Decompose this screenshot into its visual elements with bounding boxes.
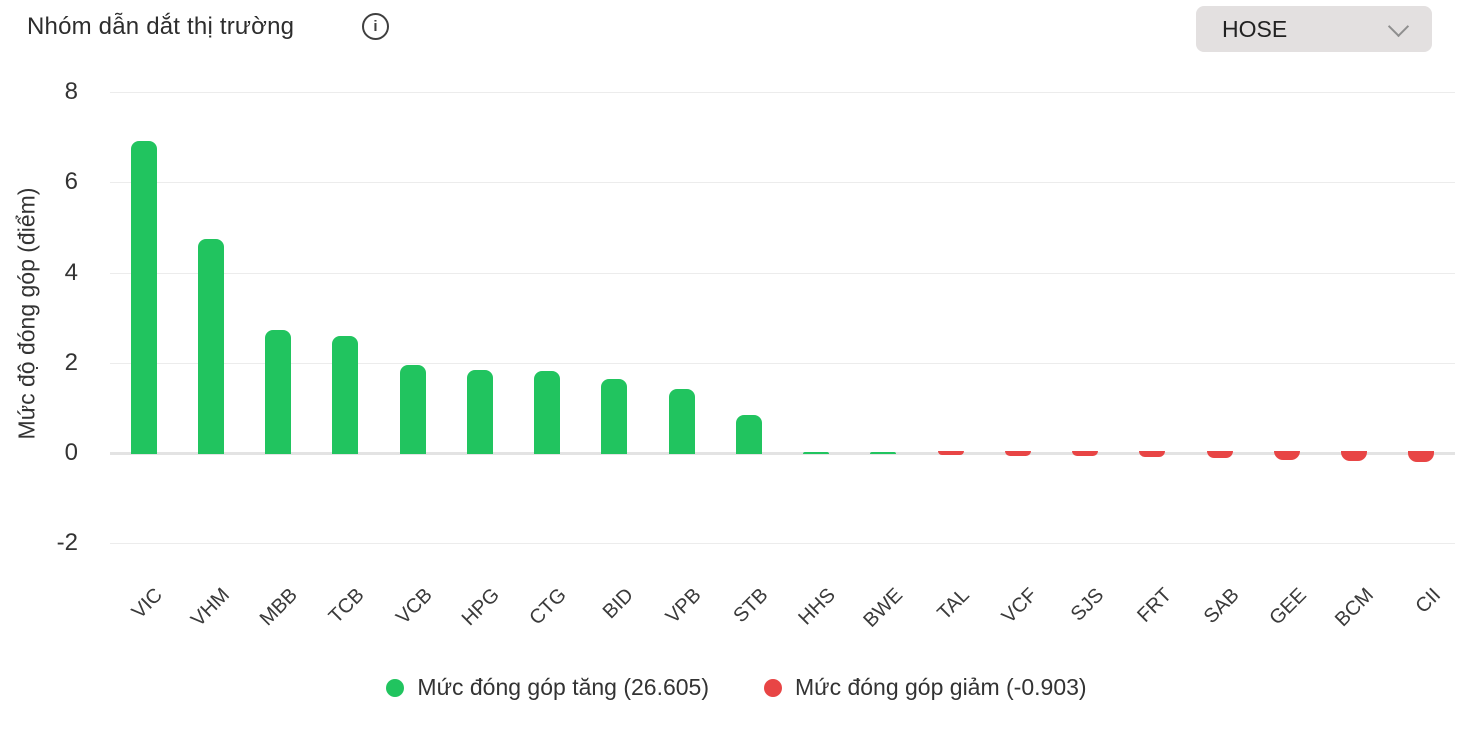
info-icon[interactable]: i bbox=[362, 13, 389, 40]
x-tick-label-TAL: TAL bbox=[933, 584, 975, 625]
y-axis-title: Mức độ đóng góp (điểm) bbox=[13, 187, 40, 440]
x-tick-label-BWE: BWE bbox=[859, 584, 907, 632]
x-tick-label-HHS: HHS bbox=[794, 584, 840, 630]
gridline bbox=[110, 362, 1455, 364]
gridline bbox=[110, 182, 1455, 184]
x-tick-label-VHM: VHM bbox=[187, 584, 235, 631]
x-tick-label-SAB: SAB bbox=[1199, 584, 1244, 628]
x-tick-label-MBB: MBB bbox=[255, 584, 302, 631]
bar-BWE[interactable] bbox=[870, 452, 897, 454]
bar-VPB[interactable] bbox=[668, 388, 695, 454]
legend-item-positive[interactable]: Mức đóng góp tăng (26.605) bbox=[386, 674, 709, 701]
legend-item-negative[interactable]: Mức đóng góp giảm (-0.903) bbox=[764, 674, 1087, 701]
bar-STB[interactable] bbox=[735, 415, 762, 454]
x-tick-label-BID: BID bbox=[598, 584, 638, 624]
bar-CTG[interactable] bbox=[534, 370, 561, 454]
exchange-dropdown[interactable]: HOSE bbox=[1196, 6, 1432, 52]
legend-label-positive: Mức đóng góp tăng (26.605) bbox=[417, 674, 710, 700]
gridline bbox=[110, 92, 1455, 94]
zero-gridline bbox=[110, 451, 1455, 455]
bar-HPG[interactable] bbox=[466, 369, 493, 454]
y-tick-label: -2 bbox=[56, 529, 78, 557]
bar-HHS[interactable] bbox=[803, 452, 830, 454]
x-tick-label-TCB: TCB bbox=[325, 584, 369, 628]
bar-VHM[interactable] bbox=[197, 239, 224, 454]
x-tick-label-HPG: HPG bbox=[457, 584, 504, 631]
gridline bbox=[110, 272, 1455, 274]
x-tick-label-CTG: CTG bbox=[525, 584, 571, 630]
x-tick-label-CII: CII bbox=[1411, 584, 1445, 618]
bar-GEE[interactable] bbox=[1273, 450, 1300, 460]
bar-MBB[interactable] bbox=[265, 330, 292, 454]
x-tick-label-VCF: VCF bbox=[997, 584, 1042, 628]
x-tick-label-STB: STB bbox=[729, 584, 773, 628]
positive-legend-dot-icon bbox=[386, 678, 405, 697]
x-tick-label-SJS: SJS bbox=[1067, 584, 1109, 626]
bar-CII[interactable] bbox=[1408, 450, 1435, 463]
negative-legend-dot-icon bbox=[764, 678, 783, 697]
legend-label-negative: Mức đóng góp giảm (-0.903) bbox=[795, 674, 1087, 700]
bar-FRT[interactable] bbox=[1139, 450, 1166, 457]
y-tick-label: 0 bbox=[64, 439, 78, 466]
bar-SJS[interactable] bbox=[1072, 450, 1099, 457]
x-tick-label-GEE: GEE bbox=[1264, 584, 1311, 630]
bar-TCB[interactable] bbox=[332, 335, 359, 454]
bar-BCM[interactable] bbox=[1341, 450, 1368, 461]
y-tick-label: 8 bbox=[64, 78, 78, 106]
y-tick-label: 4 bbox=[64, 258, 78, 286]
x-tick-label-FRT: FRT bbox=[1133, 584, 1176, 627]
bar-VCB[interactable] bbox=[399, 365, 426, 454]
bar-VIC[interactable] bbox=[130, 140, 157, 454]
page-title: Nhóm dẫn dắt thị trường bbox=[27, 13, 295, 40]
bar-SAB[interactable] bbox=[1206, 450, 1233, 459]
y-tick-label: 6 bbox=[64, 168, 78, 196]
y-tick-label: 2 bbox=[64, 348, 78, 376]
bar-TAL[interactable] bbox=[937, 450, 964, 456]
bar-BID[interactable] bbox=[601, 379, 628, 454]
x-tick-label-BCM: BCM bbox=[1330, 584, 1378, 631]
x-tick-label-VIC: VIC bbox=[128, 584, 168, 624]
gridline bbox=[110, 543, 1455, 545]
exchange-dropdown-value: HOSE bbox=[1222, 15, 1288, 42]
chart-legend: Mức đóng góp tăng (26.605) Mức đóng góp … bbox=[0, 674, 1473, 701]
x-tick-label-VCB: VCB bbox=[391, 584, 437, 629]
widget-header: Nhóm dẫn dắt thị trường i HOSE bbox=[0, 0, 1473, 62]
x-tick-label-VPB: VPB bbox=[661, 584, 706, 628]
bar-VCF[interactable] bbox=[1004, 450, 1031, 456]
